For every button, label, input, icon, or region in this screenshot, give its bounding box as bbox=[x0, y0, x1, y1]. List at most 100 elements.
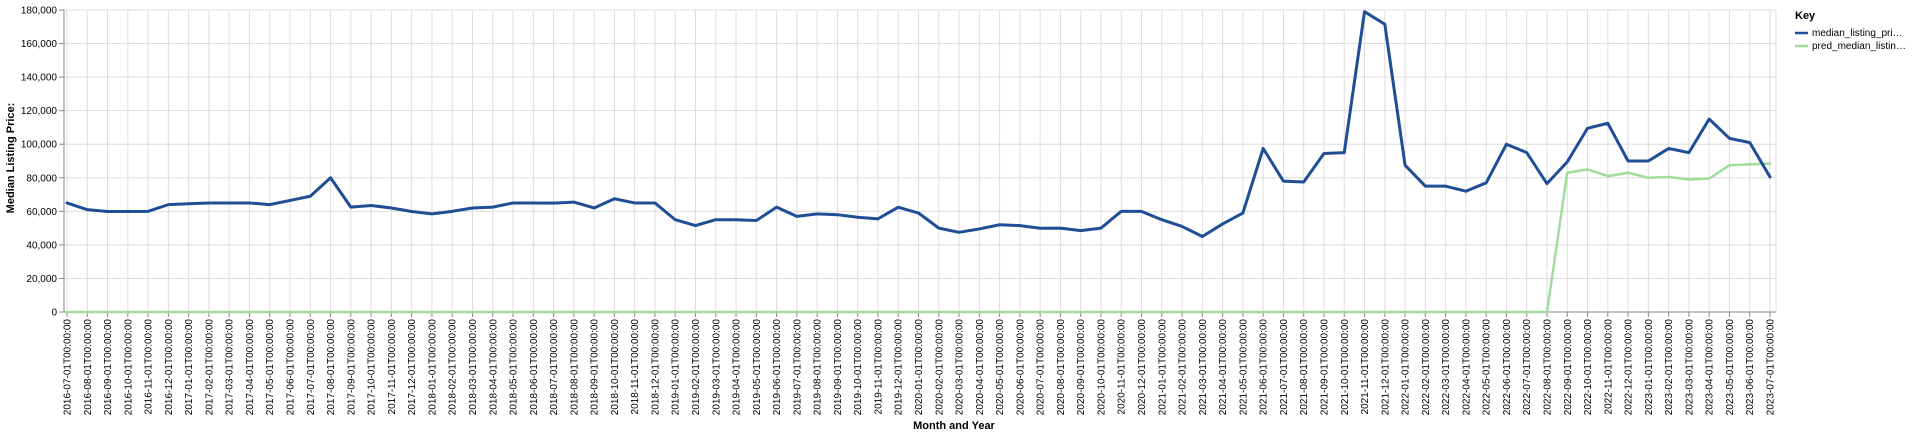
x-tick-label: 2021-09-01T00:00:00 bbox=[1319, 319, 1330, 416]
x-tick-label: 2018-06-01T00:00:00 bbox=[529, 319, 540, 416]
x-tick-label: 2021-02-01T00:00:00 bbox=[1178, 319, 1189, 416]
x-tick-label: 2018-01-01T00:00:00 bbox=[427, 319, 438, 416]
y-tick-label: 0 bbox=[51, 308, 57, 319]
legend-label-pred: pred_median_listin… bbox=[1812, 41, 1906, 52]
x-tick-label: 2020-10-01T00:00:00 bbox=[1096, 319, 1107, 416]
x-tick-label: 2020-11-01T00:00:00 bbox=[1117, 319, 1128, 415]
x-tick-label: 2021-04-01T00:00:00 bbox=[1218, 319, 1229, 416]
x-tick-label: 2017-08-01T00:00:00 bbox=[326, 319, 337, 416]
x-tick-label: 2016-11-01T00:00:00 bbox=[144, 319, 155, 415]
x-tick-label: 2018-11-01T00:00:00 bbox=[630, 319, 641, 415]
x-tick-label: 2020-01-01T00:00:00 bbox=[914, 319, 925, 416]
y-tick-label: 160,000 bbox=[21, 39, 58, 50]
x-tick-label: 2016-07-01T00:00:00 bbox=[63, 319, 74, 416]
x-tick-label: 2017-05-01T00:00:00 bbox=[265, 319, 276, 416]
x-tick-label: 2022-09-01T00:00:00 bbox=[1563, 319, 1574, 416]
x-tick-label: 2018-03-01T00:00:00 bbox=[468, 319, 479, 416]
x-tick-label: 2022-02-01T00:00:00 bbox=[1421, 319, 1432, 416]
gridlines bbox=[64, 9, 1776, 313]
x-tick-label: 2018-05-01T00:00:00 bbox=[509, 319, 520, 416]
x-tick-label: 2020-12-01T00:00:00 bbox=[1137, 319, 1148, 416]
x-tick-label: 2020-06-01T00:00:00 bbox=[1015, 319, 1026, 416]
x-tick-label: 2020-07-01T00:00:00 bbox=[1036, 319, 1047, 416]
x-tick-label: 2021-03-01T00:00:00 bbox=[1198, 319, 1209, 416]
series-line-median-listing-price bbox=[65, 10, 1772, 238]
x-tick-label: 2021-10-01T00:00:00 bbox=[1340, 319, 1351, 416]
x-tick-label: 2023-07-01T00:00:00 bbox=[1766, 319, 1777, 416]
x-tick-label: 2020-08-01T00:00:00 bbox=[1056, 319, 1067, 416]
x-tick-label: 2020-09-01T00:00:00 bbox=[1076, 319, 1087, 416]
y-tick-label: 40,000 bbox=[26, 240, 57, 251]
y-tick-label: 140,000 bbox=[21, 73, 58, 84]
x-tick-label: 2023-06-01T00:00:00 bbox=[1745, 319, 1756, 416]
x-tick-label: 2016-08-01T00:00:00 bbox=[83, 319, 94, 416]
x-tick-label: 2019-06-01T00:00:00 bbox=[772, 319, 783, 416]
x-tick-label: 2021-08-01T00:00:00 bbox=[1299, 319, 1310, 416]
x-tick-label: 2021-07-01T00:00:00 bbox=[1279, 319, 1290, 416]
x-tick-label: 2016-10-01T00:00:00 bbox=[123, 319, 134, 416]
x-tick-label: 2022-08-01T00:00:00 bbox=[1542, 319, 1553, 416]
x-tick-label: 2019-09-01T00:00:00 bbox=[833, 319, 844, 416]
x-tick-label: 2017-06-01T00:00:00 bbox=[286, 319, 297, 416]
x-tick-label: 2017-04-01T00:00:00 bbox=[245, 319, 256, 416]
x-tick-label: 2020-05-01T00:00:00 bbox=[995, 319, 1006, 416]
x-tick-label: 2018-07-01T00:00:00 bbox=[549, 319, 560, 416]
x-tick-label: 2022-11-01T00:00:00 bbox=[1603, 319, 1614, 415]
x-tick-label: 2021-01-01T00:00:00 bbox=[1157, 319, 1168, 416]
x-tick-label: 2022-12-01T00:00:00 bbox=[1624, 319, 1635, 416]
x-tick-label: 2022-10-01T00:00:00 bbox=[1583, 319, 1594, 416]
y-tick-label: 60,000 bbox=[26, 207, 57, 218]
axes: 0 20,000 40,000 60,000 80,000 100,000 120,000 1… bbox=[21, 6, 1777, 416]
x-tick-label: 2018-02-01T00:00:00 bbox=[448, 319, 459, 416]
x-tick-label: 2022-07-01T00:00:00 bbox=[1522, 319, 1533, 416]
x-tick-label: 2019-08-01T00:00:00 bbox=[813, 319, 824, 416]
x-tick-label: 2023-03-01T00:00:00 bbox=[1684, 319, 1695, 416]
x-tick-label: 2017-11-01T00:00:00 bbox=[387, 319, 398, 415]
x-tick-label: 2019-01-01T00:00:00 bbox=[671, 319, 682, 416]
x-tick-label: 2019-07-01T00:00:00 bbox=[792, 319, 803, 416]
y-tick-label: 180,000 bbox=[21, 6, 58, 17]
x-axis-title: Month and Year bbox=[913, 420, 995, 432]
x-tick-label: 2018-04-01T00:00:00 bbox=[488, 319, 499, 416]
legend-label-median: median_listing_pri… bbox=[1812, 28, 1903, 39]
x-tick-label: 2016-12-01T00:00:00 bbox=[164, 319, 175, 416]
y-tick-label: 120,000 bbox=[21, 106, 58, 117]
x-tick-label: 2021-11-01T00:00:00 bbox=[1360, 319, 1371, 415]
series-lines bbox=[65, 10, 1772, 314]
y-tick-label: 80,000 bbox=[26, 173, 57, 184]
y-tick-label: 20,000 bbox=[26, 274, 57, 285]
y-tick-label: 100,000 bbox=[21, 140, 58, 151]
x-tick-label: 2019-12-01T00:00:00 bbox=[894, 319, 905, 416]
x-tick-label: 2022-05-01T00:00:00 bbox=[1482, 319, 1493, 416]
x-tick-label: 2018-10-01T00:00:00 bbox=[610, 319, 621, 416]
x-tick-label: 2019-02-01T00:00:00 bbox=[691, 319, 702, 416]
x-tick-label: 2022-03-01T00:00:00 bbox=[1441, 319, 1452, 416]
x-tick-label: 2019-05-01T00:00:00 bbox=[752, 319, 763, 416]
x-tick-label: 2018-09-01T00:00:00 bbox=[590, 319, 601, 416]
x-tick-label: 2023-05-01T00:00:00 bbox=[1725, 319, 1736, 416]
x-tick-label: 2019-11-01T00:00:00 bbox=[873, 319, 884, 415]
x-tick-label: 2018-12-01T00:00:00 bbox=[650, 319, 661, 416]
x-tick-label: 2019-10-01T00:00:00 bbox=[853, 319, 864, 416]
y-axis-title: Median Listing Price: bbox=[5, 103, 17, 214]
x-tick-label: 2017-03-01T00:00:00 bbox=[225, 319, 236, 416]
x-tick-label: 2017-01-01T00:00:00 bbox=[184, 319, 195, 416]
legend: Key median_listing_pri… pred_median_list… bbox=[1795, 10, 1906, 52]
x-tick-label: 2017-10-01T00:00:00 bbox=[367, 319, 378, 416]
x-tick-label: 2020-04-01T00:00:00 bbox=[975, 319, 986, 416]
x-tick-label: 2017-07-01T00:00:00 bbox=[306, 319, 317, 416]
x-tick-label: 2022-04-01T00:00:00 bbox=[1461, 319, 1472, 416]
x-tick-label: 2017-09-01T00:00:00 bbox=[346, 319, 357, 416]
x-tick-label: 2021-12-01T00:00:00 bbox=[1380, 319, 1391, 416]
x-tick-label: 2022-06-01T00:00:00 bbox=[1502, 319, 1513, 416]
x-tick-label: 2019-04-01T00:00:00 bbox=[732, 319, 743, 416]
x-tick-label: 2018-08-01T00:00:00 bbox=[569, 319, 580, 416]
x-tick-label: 2017-02-01T00:00:00 bbox=[204, 319, 215, 416]
x-tick-label: 2023-01-01T00:00:00 bbox=[1644, 319, 1655, 416]
x-tick-label: 2023-04-01T00:00:00 bbox=[1705, 319, 1716, 416]
x-tick-label: 2017-12-01T00:00:00 bbox=[407, 319, 418, 416]
x-tick-label: 2019-03-01T00:00:00 bbox=[711, 319, 722, 416]
legend-title: Key bbox=[1795, 10, 1816, 22]
